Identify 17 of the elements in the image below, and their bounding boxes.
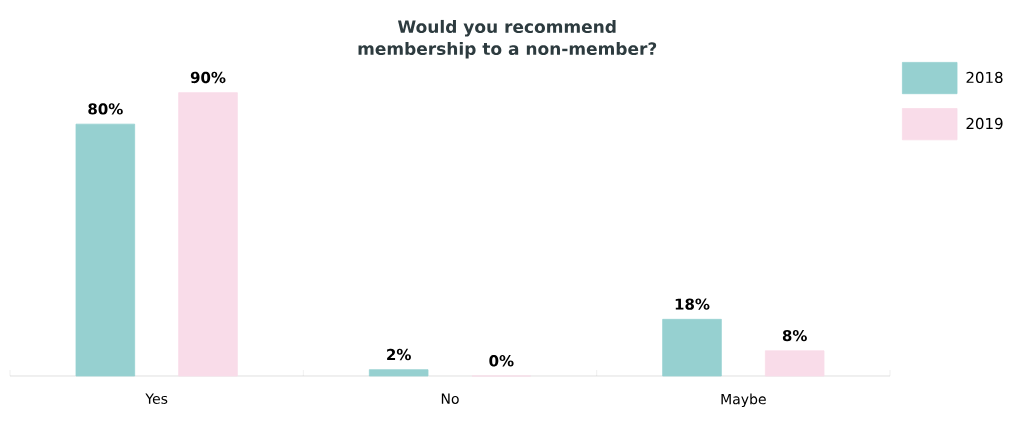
bar: [368, 369, 429, 377]
data-label: 18%: [675, 298, 710, 310]
x-tick-label: Yes: [145, 393, 168, 404]
bar: [764, 350, 825, 377]
legend-label: 2018: [966, 71, 1003, 84]
data-label: 2%: [387, 348, 411, 361]
legend-label: 2019: [966, 117, 1003, 130]
bar: [75, 123, 136, 377]
data-label: 0%: [489, 355, 514, 367]
x-tick-label: No: [441, 393, 459, 404]
data-label: 80%: [88, 103, 123, 115]
x-tick-label: Maybe: [721, 393, 766, 408]
chart-title: Would you recommend membership to a non-member?: [358, 19, 657, 59]
bar: [662, 318, 722, 377]
data-label: 90%: [190, 71, 226, 84]
data-label: 8%: [782, 329, 807, 342]
bar: [178, 92, 238, 377]
